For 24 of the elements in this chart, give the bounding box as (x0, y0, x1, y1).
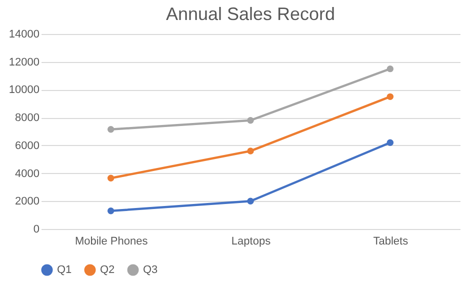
point (247, 198, 254, 204)
x-tick-label: Tablets (373, 236, 409, 248)
point (107, 126, 114, 133)
x-tick-label: Laptops (231, 236, 272, 248)
legend-label: Q1 (57, 264, 72, 276)
y-tick-label: 12000 (8, 56, 40, 68)
x-tick-label: Mobile Phones (74, 236, 148, 248)
y-tick-label: 6000 (15, 140, 40, 152)
point (247, 148, 254, 154)
point (386, 65, 394, 72)
point (107, 174, 114, 182)
y-tick-label: 14000 (8, 28, 40, 40)
point (247, 117, 254, 124)
point (386, 139, 394, 146)
point (386, 93, 394, 100)
y-tick-label: 10000 (8, 84, 40, 96)
point (107, 208, 114, 214)
legend-label: Q2 (100, 264, 115, 276)
y-tick-label: 2000 (15, 196, 40, 208)
y-tick-label: 4000 (15, 168, 40, 180)
chart-title: Annual Sales Record (166, 4, 336, 24)
y-tick-label: 0 (33, 224, 40, 236)
legend-label: Q3 (143, 264, 158, 276)
y-tick-label: 8000 (15, 112, 40, 124)
